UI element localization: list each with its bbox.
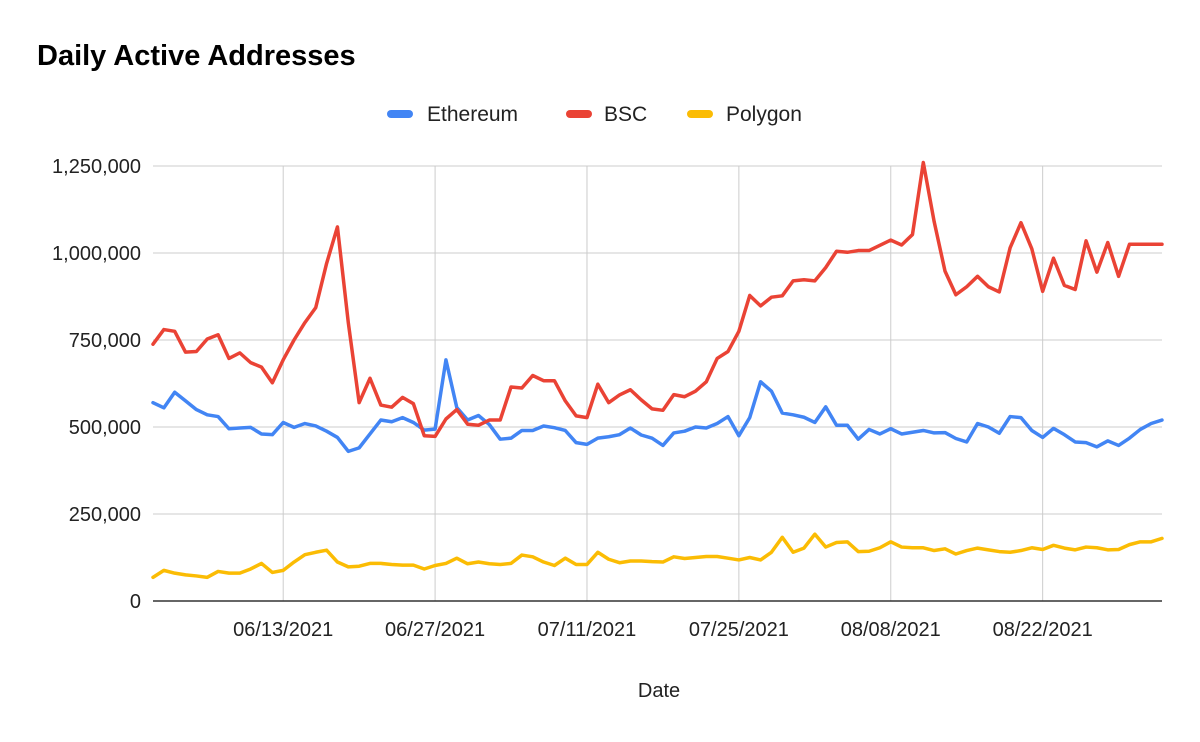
y-tick-label: 750,000 [69,330,141,352]
series-line-polygon [151,532,1164,580]
legend-swatch [566,110,592,118]
x-tick-label: 06/27/2021 [385,619,485,641]
legend-label: Polygon [726,103,802,126]
series-line-ethereum [151,358,1164,454]
legend-item-ethereum: Ethereum [387,103,518,126]
y-tick-label: 500,000 [69,417,141,439]
legend-item-polygon: Polygon [687,103,802,126]
x-tick-label: 07/11/2021 [538,619,637,641]
legend: Ethereum BSC Polygon [387,103,802,126]
x-tick-label: 06/13/2021 [233,619,333,641]
series-lines [151,160,1164,580]
chart-title: Daily Active Addresses [37,40,356,72]
y-tick-label: 250,000 [69,504,141,526]
legend-label: Ethereum [427,103,518,126]
series-line-bsc [151,160,1164,439]
x-axis-title: Date [638,680,680,702]
legend-swatch [687,110,713,118]
grid-lines [153,165,1162,601]
legend-item-bsc: BSC [566,103,647,126]
y-tick-label: 1,000,000 [52,243,141,265]
y-tick-label: 1,250,000 [52,156,141,178]
axes: 0 250,000 500,000 750,000 1,000,000 1,250,000… [52,156,1162,641]
legend-swatch [387,110,413,118]
y-tick-label: 0 [130,591,141,613]
x-tick-label: 08/08/2021 [841,619,941,641]
x-tick-label: 07/25/2021 [689,619,789,641]
legend-label: BSC [604,103,647,126]
x-tick-label: 08/22/2021 [993,619,1093,641]
